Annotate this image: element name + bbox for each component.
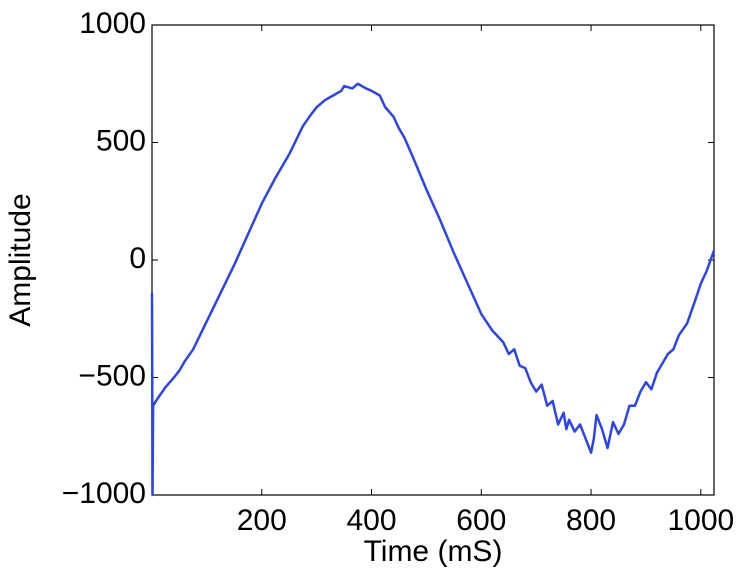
x-tick-label: 200 xyxy=(237,504,287,537)
y-axis-label: Amplitude xyxy=(4,193,37,326)
y-tick-label: 1000 xyxy=(79,7,146,40)
y-tick-label: 500 xyxy=(96,124,146,157)
data-line xyxy=(150,82,716,497)
y-tick-label: −1000 xyxy=(62,477,146,510)
x-tick-label: 600 xyxy=(456,504,506,537)
x-tick-label: 800 xyxy=(566,504,616,537)
y-tick-label: 0 xyxy=(129,242,146,275)
x-tick-label: 400 xyxy=(347,504,397,537)
y-tick-label: −500 xyxy=(78,359,146,392)
plot-frame xyxy=(151,24,715,496)
x-axis-label: Time (mS) xyxy=(364,535,503,568)
x-tick-label: 1000 xyxy=(667,504,734,537)
